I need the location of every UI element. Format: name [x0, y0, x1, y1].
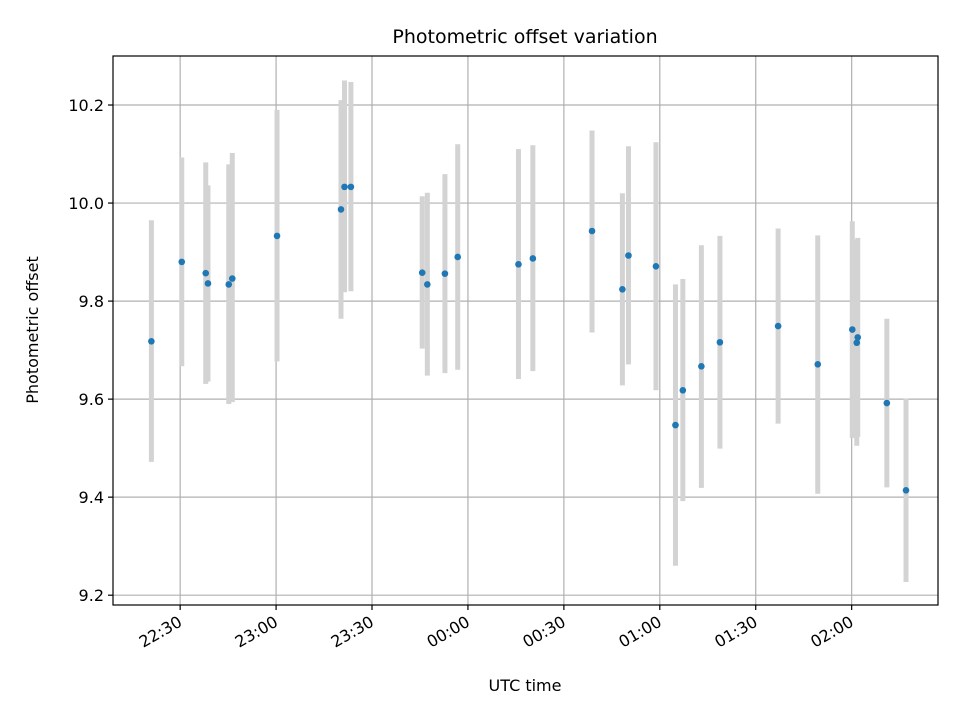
data-point	[854, 334, 862, 341]
data-point	[679, 387, 687, 394]
plot-frame	[112, 55, 939, 606]
data-point	[454, 253, 462, 261]
data-point	[515, 261, 522, 268]
x-axis-label: UTC time	[489, 676, 562, 695]
y-tick-label: 9.6	[79, 390, 104, 409]
grid-layer	[113, 56, 938, 605]
y-tick-label: 9.8	[79, 292, 104, 311]
data-point	[418, 269, 426, 276]
data-point	[883, 399, 891, 407]
data-point	[902, 486, 910, 494]
data-point	[625, 252, 632, 259]
data-point	[228, 275, 236, 282]
y-tick-label: 9.4	[79, 488, 104, 507]
data-point	[204, 280, 212, 287]
data-point	[178, 258, 186, 266]
data-point	[347, 183, 355, 191]
data-point	[529, 255, 537, 262]
y-axis-label: Photometric offset	[23, 256, 42, 404]
data-point	[716, 338, 724, 346]
data-point	[148, 337, 155, 345]
y-tick-label: 9.2	[79, 586, 104, 605]
y-tick-label: 10.2	[68, 96, 104, 115]
data-point	[853, 339, 861, 347]
data-point	[814, 361, 822, 368]
data-point	[774, 322, 782, 330]
y-tick-label: 10.0	[68, 194, 104, 213]
data-point	[225, 281, 233, 288]
data-point	[698, 362, 705, 370]
y-axis: 9.2 9.4 9.6 9.8 10.0 10.2	[68, 96, 113, 605]
data-point	[273, 232, 281, 240]
point-layer	[148, 183, 910, 494]
data-point	[672, 421, 679, 429]
data-point	[341, 183, 348, 191]
chart-title: Photometric offset variation	[392, 26, 657, 48]
data-point	[441, 270, 449, 277]
data-point	[337, 206, 345, 213]
data-point	[619, 286, 626, 293]
data-point	[652, 262, 660, 270]
data-point	[424, 281, 431, 288]
data-point	[849, 326, 856, 333]
data-point	[202, 269, 210, 277]
data-point	[588, 227, 596, 235]
